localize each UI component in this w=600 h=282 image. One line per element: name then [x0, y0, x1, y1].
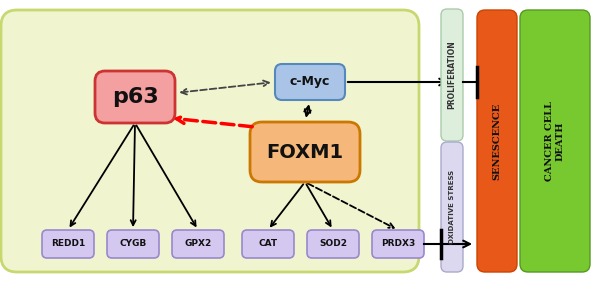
Text: REDD1: REDD1 — [51, 239, 85, 248]
Text: FOXM1: FOXM1 — [266, 142, 344, 162]
Text: CANCER CELL
DEATH: CANCER CELL DEATH — [545, 101, 565, 181]
Text: SOD2: SOD2 — [319, 239, 347, 248]
Text: PRDX3: PRDX3 — [381, 239, 415, 248]
Text: PROLIFERATION: PROLIFERATION — [448, 41, 457, 109]
FancyBboxPatch shape — [372, 230, 424, 258]
Text: CAT: CAT — [259, 239, 278, 248]
Text: GPX2: GPX2 — [184, 239, 212, 248]
Text: p63: p63 — [112, 87, 158, 107]
FancyBboxPatch shape — [42, 230, 94, 258]
Text: c-Myc: c-Myc — [290, 76, 330, 89]
FancyBboxPatch shape — [95, 71, 175, 123]
Text: SENESCENCE: SENESCENCE — [493, 102, 502, 180]
FancyBboxPatch shape — [250, 122, 360, 182]
FancyBboxPatch shape — [441, 142, 463, 272]
FancyBboxPatch shape — [477, 10, 517, 272]
FancyBboxPatch shape — [275, 64, 345, 100]
FancyBboxPatch shape — [520, 10, 590, 272]
Text: OXIDATIVE STRESS: OXIDATIVE STRESS — [449, 170, 455, 244]
FancyBboxPatch shape — [307, 230, 359, 258]
FancyBboxPatch shape — [107, 230, 159, 258]
FancyBboxPatch shape — [441, 9, 463, 141]
FancyBboxPatch shape — [1, 10, 419, 272]
FancyBboxPatch shape — [172, 230, 224, 258]
Text: CYGB: CYGB — [119, 239, 146, 248]
FancyBboxPatch shape — [242, 230, 294, 258]
